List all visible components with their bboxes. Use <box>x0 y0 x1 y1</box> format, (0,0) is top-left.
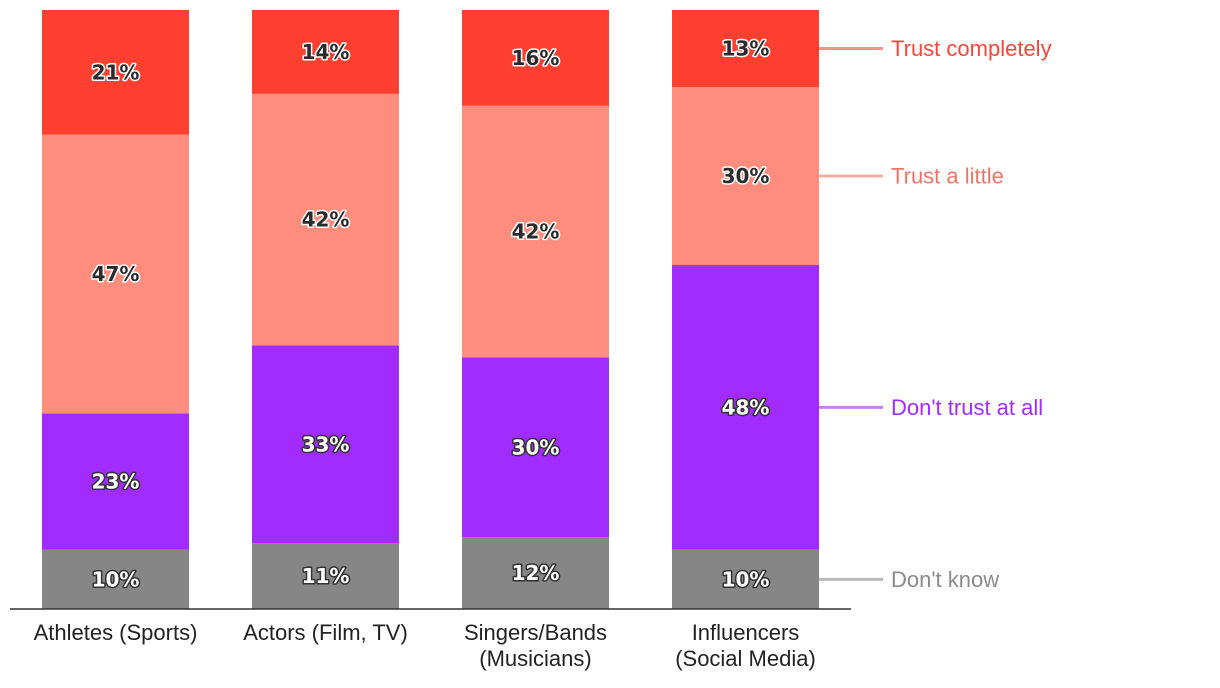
bar-segment-trust-completely <box>462 10 609 106</box>
segment-value-label: 23% <box>92 469 140 493</box>
bar-segment-don-t-trust-at-all <box>252 345 399 544</box>
segment-value-label: 42% <box>512 220 560 244</box>
legend: Don't know Don't trust at all Trust a litt… <box>819 36 1052 592</box>
bar-segment-don-t-trust-at-all <box>42 413 189 550</box>
segment-value-label: 14% <box>302 40 350 64</box>
legend-label-don-t-know: Don't know <box>891 567 999 592</box>
bar-segment-don-t-know <box>462 537 609 609</box>
legend-label-trust-completely: Trust completely <box>891 36 1052 61</box>
segment-value-label: 10% <box>92 567 140 591</box>
segment-value-label: 12% <box>512 561 560 585</box>
bar-segment-trust-completely <box>672 10 819 88</box>
segment-value-label: 11% <box>302 564 350 588</box>
legend-label-don-t-trust-at-all: Don't trust at all <box>891 395 1043 420</box>
bar-segment-don-t-trust-at-all <box>672 265 819 550</box>
segment-value-label: 30% <box>722 164 770 188</box>
bar-segment-trust-a-little <box>672 87 819 266</box>
category-label: Singers/Bands (Musicians) <box>464 620 607 671</box>
segment-value-label: 30% <box>512 435 560 459</box>
legend-label-trust-a-little: Trust a little <box>891 164 1004 189</box>
bar-segment-trust-a-little <box>252 93 399 346</box>
bar-segment-trust-completely <box>252 10 399 94</box>
category-labels: Athletes (Sports) Actors (Film, TV) Singer… <box>34 620 816 671</box>
segment-value-label: 48% <box>722 395 770 419</box>
segment-value-label: 42% <box>302 208 350 232</box>
segment-value-label: 21% <box>92 60 140 84</box>
bar-segment-don-t-know <box>42 549 189 609</box>
bar-segment-don-t-know <box>672 549 819 609</box>
segment-value-label: 47% <box>92 262 140 286</box>
bar-segment-don-t-trust-at-all <box>462 357 609 538</box>
bars-layer <box>42 10 819 609</box>
bar-segment-trust-a-little <box>42 134 189 414</box>
category-label: Actors (Film, TV) <box>243 620 408 645</box>
category-label: Influencers (Social Media) <box>675 620 816 671</box>
segment-value-label: 13% <box>722 37 770 61</box>
bar-segment-don-t-know <box>252 543 399 609</box>
segment-value-label: 33% <box>302 432 350 456</box>
category-label: Athletes (Sports) <box>34 620 198 645</box>
segment-value-label: 10% <box>722 567 770 591</box>
bar-segment-trust-a-little <box>462 105 609 358</box>
bar-segment-trust-completely <box>42 10 189 135</box>
segment-labels-layer: 10% 23% 47% 21% 11% 33% 42% 14% 12% 30% 42% 16% 10% 4… <box>90 35 771 593</box>
segment-value-label: 16% <box>512 46 560 70</box>
